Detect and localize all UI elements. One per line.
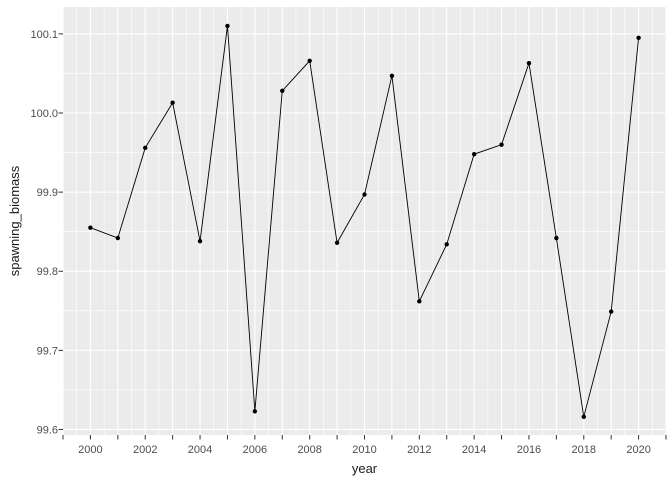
- x-tick-label: 2006: [243, 444, 267, 456]
- x-tick-label: 2004: [188, 444, 212, 456]
- y-tick-label: 99.6: [37, 424, 58, 436]
- data-point: [115, 235, 121, 241]
- x-axis-title: year: [351, 461, 378, 476]
- data-point: [417, 299, 422, 304]
- data-point: [444, 242, 449, 247]
- y-tick-label: 99.8: [37, 266, 58, 278]
- data-point: [581, 414, 586, 420]
- data-point: [334, 240, 340, 245]
- data-point: [225, 23, 230, 29]
- y-axis-title: spawning_biomass: [7, 165, 22, 277]
- x-tick-label: 2008: [297, 444, 321, 456]
- data-point: [252, 409, 258, 414]
- data-point: [471, 151, 477, 157]
- x-tick-label: 2012: [407, 444, 431, 456]
- y-tick-label: 100.1: [30, 29, 58, 41]
- x-tick-label: 2020: [626, 444, 650, 456]
- data-point: [636, 35, 641, 41]
- x-tick-label: 2000: [78, 444, 102, 456]
- y-tick-label: 99.9: [37, 187, 58, 199]
- x-tick-label: 2014: [462, 444, 486, 456]
- data-point: [170, 100, 175, 105]
- data-point: [499, 142, 504, 147]
- data-point: [608, 309, 614, 314]
- x-tick-label: 2018: [572, 444, 596, 456]
- data-point: [526, 60, 532, 66]
- x-tick-label: 2016: [517, 444, 541, 456]
- data-point: [197, 238, 203, 244]
- data-point: [143, 145, 148, 151]
- y-tick-label: 99.7: [37, 345, 58, 357]
- y-tick-label: 100.0: [30, 108, 58, 120]
- x-tick-label: 2002: [133, 444, 157, 456]
- data-point: [362, 192, 367, 197]
- data-point: [88, 225, 93, 230]
- x-tick-label: 2010: [352, 444, 376, 456]
- data-point: [389, 73, 395, 79]
- data-point: [307, 58, 312, 63]
- data-point: [280, 88, 285, 94]
- data-point: [554, 235, 559, 241]
